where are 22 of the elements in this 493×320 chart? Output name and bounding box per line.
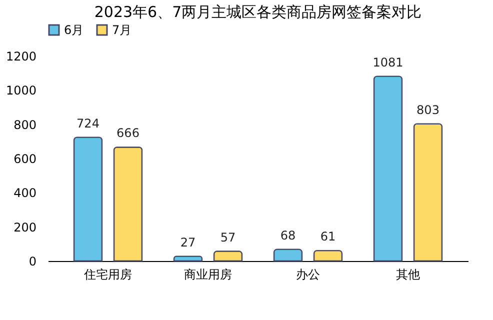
- x-tick-label: 商业用房: [184, 268, 232, 282]
- y-tick-label: 200: [14, 220, 36, 234]
- data-label: 68: [280, 228, 296, 242]
- data-label: 27: [180, 235, 196, 250]
- legend-label: 6月: [64, 23, 84, 37]
- chart-title: 2023年6、7两月主城区各类商品房网签备案对比: [94, 3, 422, 21]
- data-label: 724: [76, 116, 100, 130]
- y-tick-label: 600: [14, 152, 36, 166]
- x-tick-label: 办公: [296, 268, 320, 282]
- x-tick-label: 住宅用房: [83, 268, 132, 282]
- y-tick-label: 1000: [6, 84, 36, 98]
- x-tick-label: 其他: [396, 268, 420, 282]
- y-tick-label: 1200: [6, 50, 36, 64]
- data-label: 803: [416, 102, 440, 117]
- data-label: 61: [320, 230, 336, 244]
- data-label: 57: [220, 230, 236, 244]
- y-tick-label: 400: [14, 186, 36, 200]
- data-label: 666: [116, 126, 140, 140]
- y-tick-label: 800: [14, 118, 36, 132]
- y-tick-label: 0: [28, 254, 36, 268]
- data-label: 1081: [372, 55, 404, 70]
- legend-label: 7月: [112, 23, 132, 37]
